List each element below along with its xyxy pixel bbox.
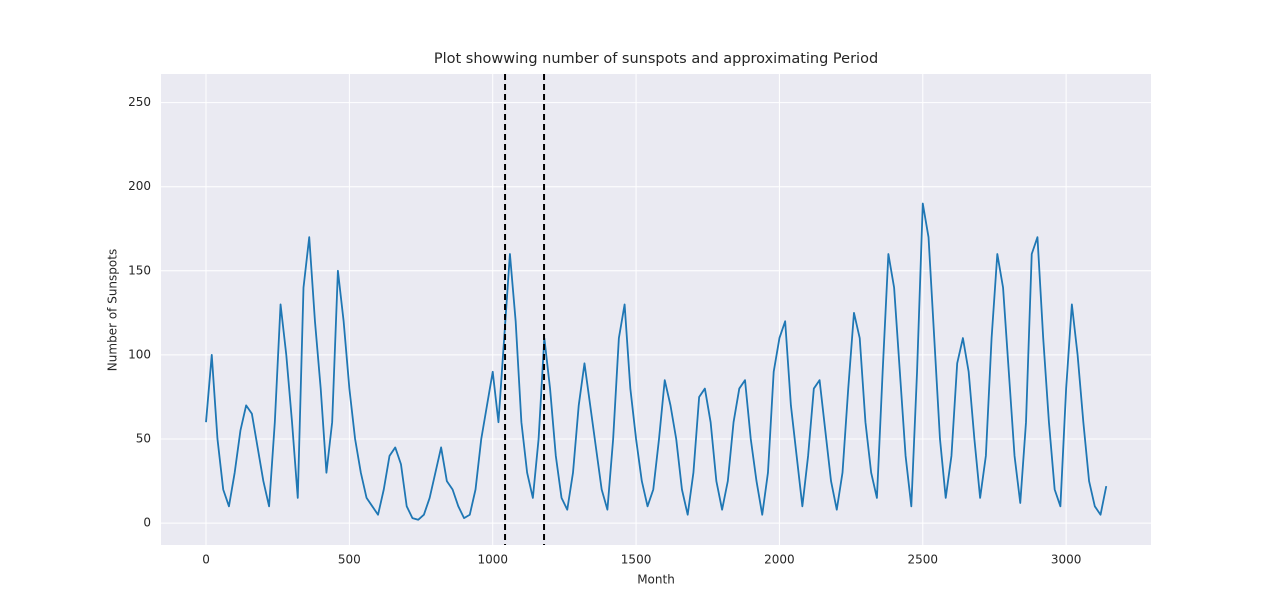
y-tick-label: 200 [128, 179, 151, 193]
y-tick-label: 100 [128, 347, 151, 361]
x-tick-label: 3000 [1051, 553, 1082, 567]
x-tick-label: 2500 [908, 553, 939, 567]
chart-title: Plot showwing number of sunspots and app… [434, 51, 878, 67]
data-line [205, 202, 1108, 521]
y-axis-label: Number of Sunspots [106, 249, 120, 371]
x-tick-label: 1000 [477, 553, 508, 567]
x-axis-label: Month [637, 573, 675, 587]
x-tick-label: 0 [202, 553, 210, 567]
plot-area [161, 74, 1151, 545]
x-tick-label: 1500 [621, 553, 652, 567]
x-tick-label: 2000 [764, 553, 795, 567]
x-tick-label: 500 [338, 553, 361, 567]
y-tick-label: 0 [143, 516, 151, 530]
y-tick-label: 150 [128, 263, 151, 277]
y-tick-label: 250 [128, 95, 151, 109]
y-tick-label: 50 [136, 432, 151, 446]
